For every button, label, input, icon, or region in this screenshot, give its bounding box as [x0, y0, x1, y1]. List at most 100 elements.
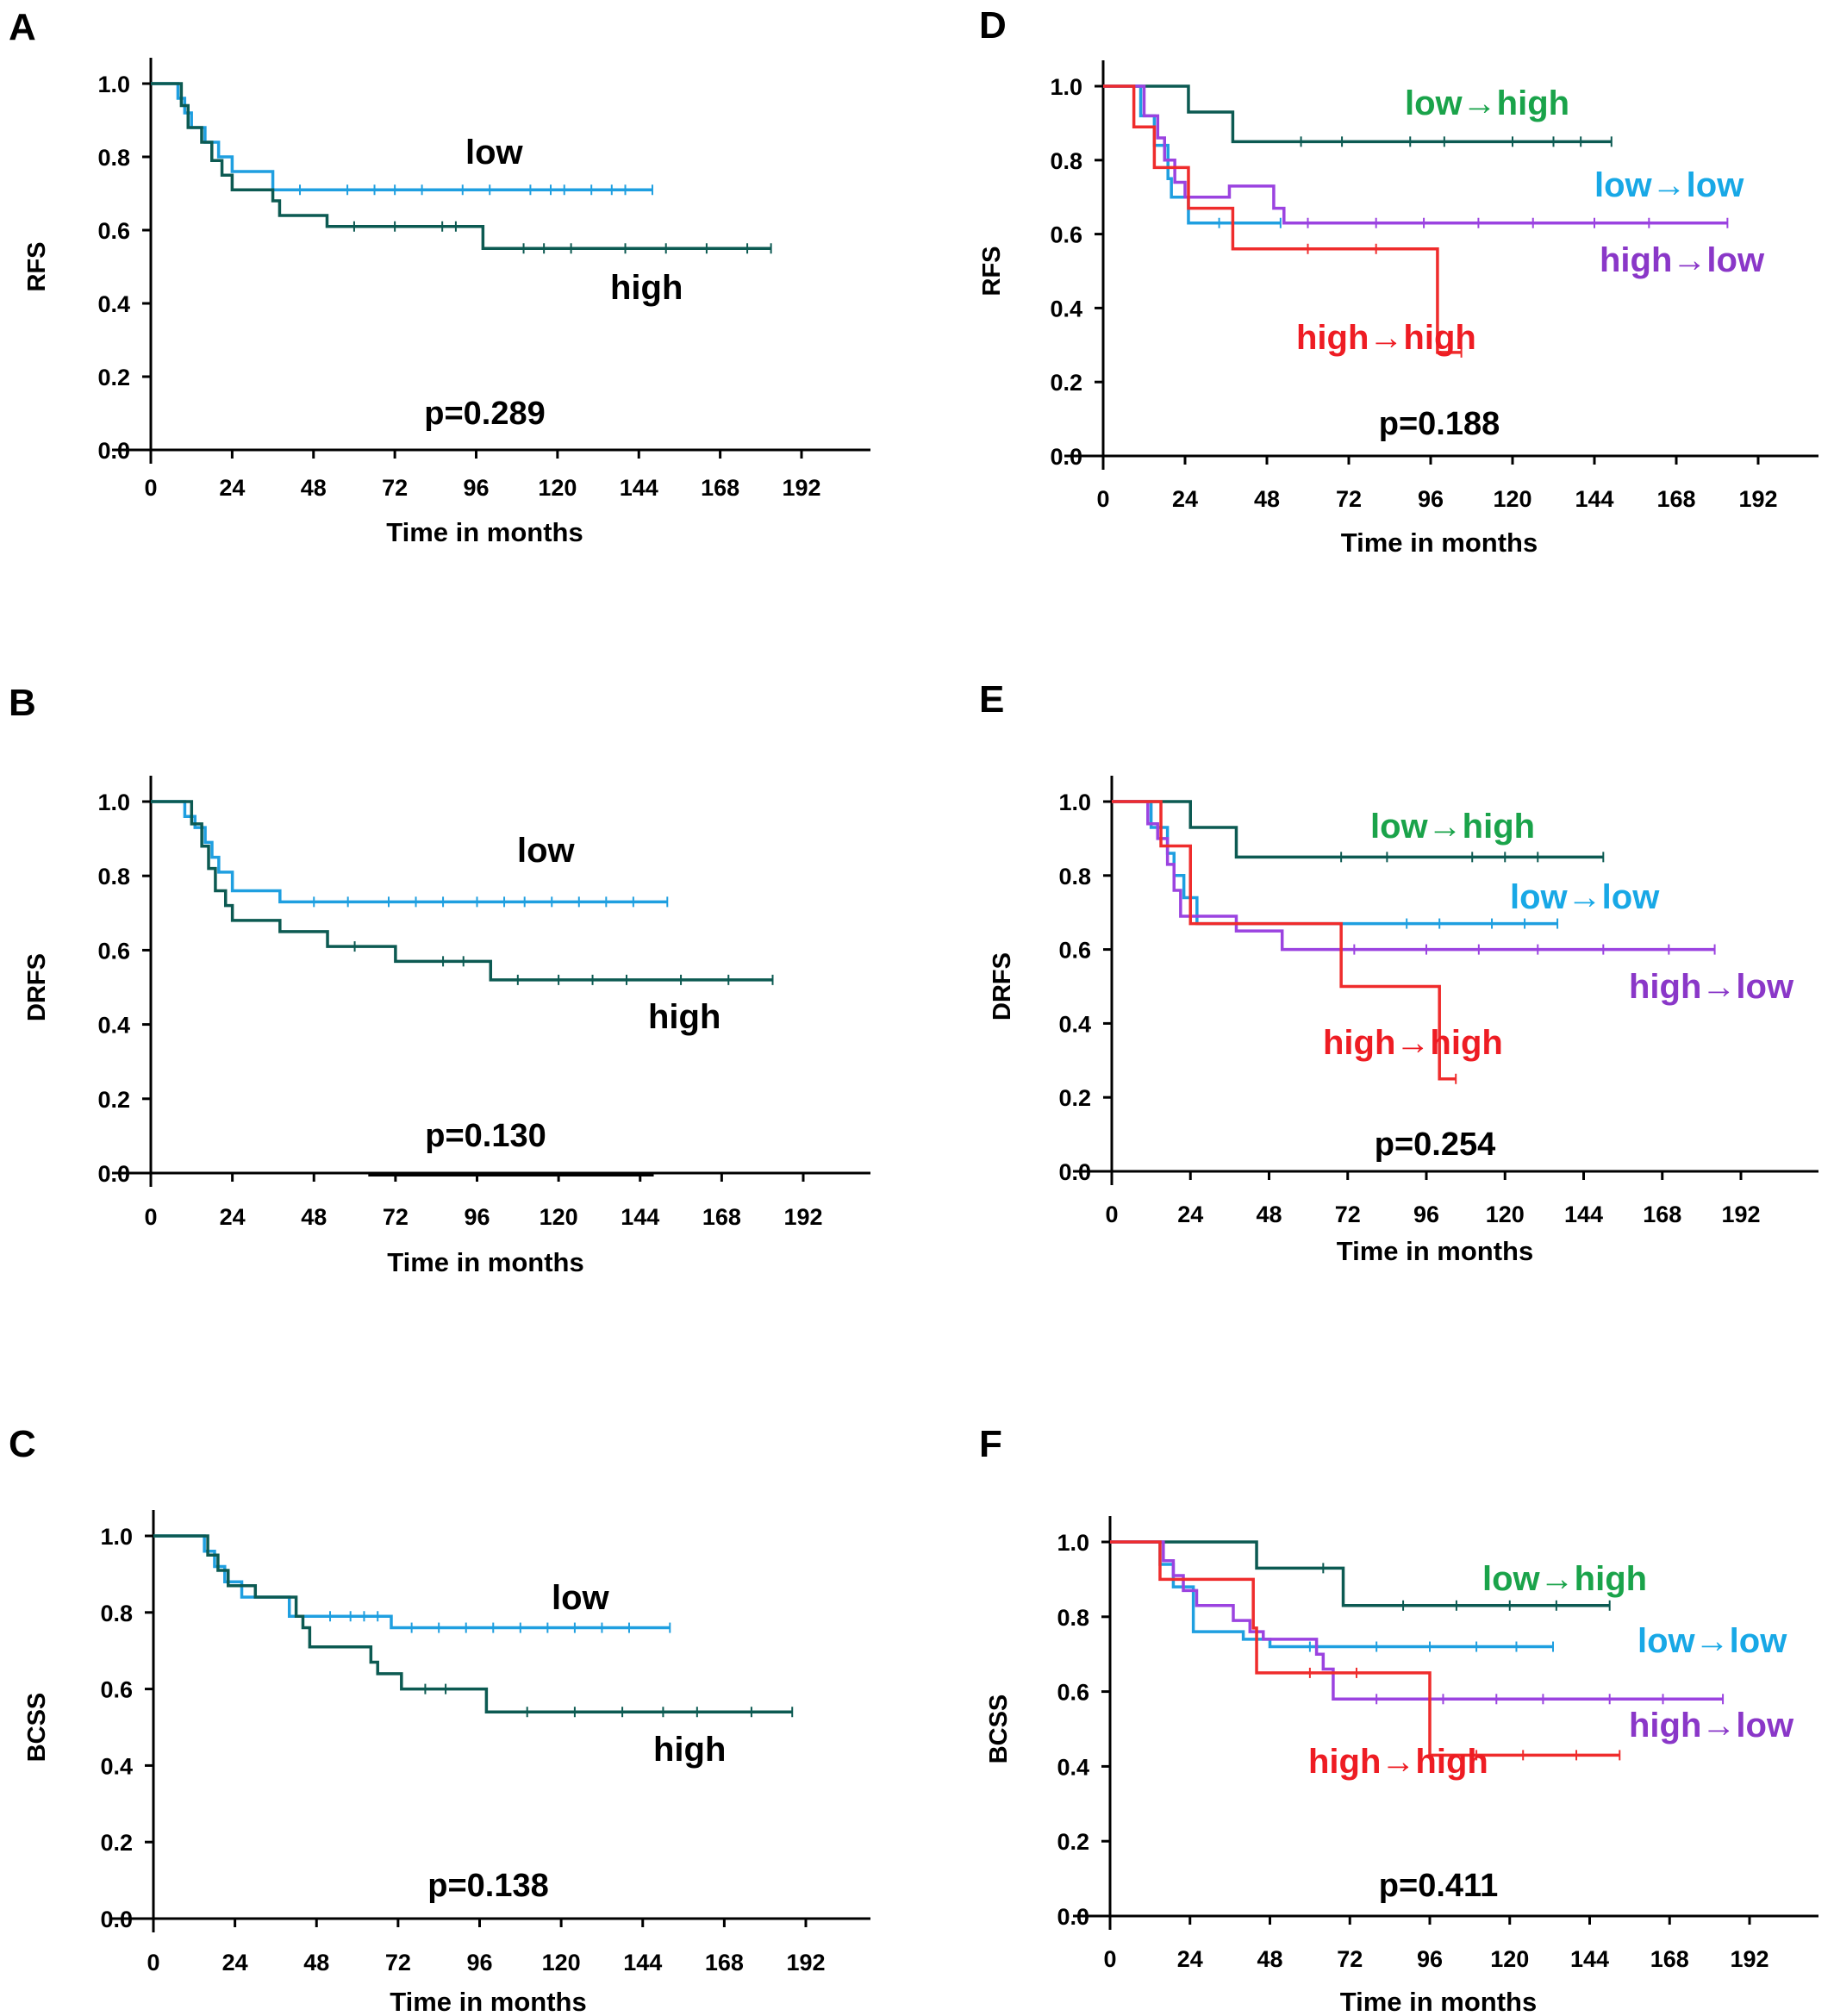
x-tick-label: 0: [144, 475, 157, 501]
panel-e: E 0.0 0.2 0.4 0.6 0.8 1.0 0 24 48 72 96 120 144 168 192…: [979, 678, 1818, 1266]
series-label: high→low: [1600, 241, 1765, 279]
y-tick-label: 0.4: [1057, 1754, 1089, 1780]
x-tick-label: 168: [1650, 1946, 1689, 1972]
x-tick-label: 168: [1656, 486, 1695, 512]
x-tick-label: 72: [382, 475, 408, 501]
series-label: low: [465, 134, 524, 172]
x-tick-label: 120: [538, 475, 577, 501]
y-tick-label: 1.0: [97, 72, 130, 97]
series-label: low→high: [1405, 84, 1569, 122]
x-axis-label: Time in months: [1337, 1236, 1534, 1266]
x-tick-label: 120: [1493, 486, 1531, 512]
y-tick-label: 1.0: [100, 1524, 133, 1550]
y-tick-label: 0.0: [97, 438, 130, 464]
y-tick-label: 0.4: [97, 291, 130, 317]
x-tick-label: 48: [1257, 1946, 1282, 1972]
y-tick-label: 0.8: [97, 864, 130, 889]
y-tick-label: 0.8: [1057, 1605, 1089, 1631]
p-value: p=0.411: [1379, 1868, 1498, 1904]
y-tick-label: 0.0: [1050, 444, 1082, 470]
series-label: low→low: [1638, 1622, 1787, 1660]
y-tick-label: 1.0: [97, 790, 130, 815]
y-tick-label: 0.4: [1050, 296, 1082, 321]
y-tick-label: 0.0: [1057, 1904, 1089, 1930]
series-line-high: [153, 1534, 793, 1713]
y-tick-label: 1.0: [1057, 1530, 1089, 1556]
x-tick-label: 144: [621, 1204, 659, 1230]
y-tick-label: 0.2: [100, 1830, 133, 1856]
x-tick-label: 192: [1730, 1946, 1768, 1972]
y-axis-label: DRFS: [989, 952, 1016, 1020]
y-tick-label: 0.2: [1058, 1085, 1091, 1111]
series-line-high: [151, 800, 773, 982]
y-tick-label: 0.8: [1050, 148, 1082, 174]
y-tick-label: 0.0: [100, 1907, 133, 1932]
x-tick-label: 120: [1490, 1946, 1529, 1972]
panel-d: D 0.0 0.2 0.4 0.6 0.8 1.0 0 24 48 72 96 120 144 168 192…: [978, 4, 1818, 558]
y-tick-label: 0.2: [97, 365, 130, 390]
panel-b: B 0.0 0.2 0.4 0.6 0.8 1.0 0 24 48 72 96 120 144 168 192…: [9, 682, 870, 1277]
series-label: high: [653, 1731, 726, 1769]
series-label: high→low: [1629, 968, 1794, 1006]
x-tick-label: 24: [222, 1950, 248, 1975]
series-line-high-to-high: [1103, 84, 1462, 354]
y-tick-label: 1.0: [1050, 74, 1082, 100]
series-line-high-to-low: [1110, 1540, 1724, 1701]
p-value: p=0.289: [424, 396, 546, 432]
series-line-high-to-low: [1112, 800, 1715, 952]
x-tick-label: 0: [147, 1950, 159, 1975]
x-axis-label: Time in months: [390, 1987, 587, 2016]
panel-letter: B: [9, 682, 36, 724]
y-tick-label: 0.6: [97, 938, 130, 964]
y-tick-label: 0.4: [1058, 1011, 1091, 1037]
series-line-high-to-high: [1110, 1540, 1620, 1757]
x-tick-label: 48: [303, 1950, 329, 1975]
y-tick-label: 0.2: [97, 1087, 130, 1113]
y-tick-label: 0.6: [1050, 222, 1082, 248]
series-label: low: [552, 1579, 610, 1617]
y-axis-label: BCSS: [985, 1695, 1013, 1764]
x-tick-label: 120: [542, 1950, 581, 1975]
p-value: p=0.138: [427, 1868, 549, 1904]
x-tick-label: 72: [1337, 1946, 1363, 1972]
series-line-low-to-high: [1110, 1540, 1610, 1607]
x-tick-label: 0: [1105, 1201, 1118, 1227]
panel-letter: D: [979, 4, 1007, 47]
y-axis-label: DRFS: [23, 953, 51, 1021]
series-label: high→high: [1296, 319, 1476, 357]
p-value: p=0.188: [1379, 406, 1500, 442]
y-tick-label: 0.6: [1058, 938, 1091, 964]
series-line-low: [153, 1534, 671, 1630]
x-tick-label: 192: [1738, 486, 1777, 512]
panel-f: F 0.0 0.2 0.4 0.6 0.8 1.0 0 24 48 72 96 120 144 168 192…: [979, 1423, 1818, 2016]
series-label: high: [648, 998, 720, 1036]
x-tick-label: 72: [1336, 486, 1362, 512]
y-tick-label: 0.2: [1050, 370, 1082, 396]
x-tick-label: 0: [1096, 486, 1109, 512]
x-tick-label: 168: [702, 1204, 741, 1230]
x-tick-label: 96: [1413, 1201, 1439, 1227]
x-tick-label: 96: [464, 1204, 490, 1230]
series-label: low→low: [1594, 166, 1744, 204]
panel-letter: F: [979, 1423, 1002, 1465]
y-tick-label: 0.0: [97, 1161, 130, 1187]
x-tick-label: 0: [144, 1204, 157, 1230]
y-tick-label: 0.6: [1057, 1680, 1089, 1706]
x-axis-label: Time in months: [1340, 1987, 1538, 2016]
x-tick-label: 168: [701, 475, 739, 501]
x-tick-label: 24: [1172, 486, 1198, 512]
x-tick-label: 96: [466, 1950, 492, 1975]
x-axis-label: Time in months: [386, 517, 583, 547]
x-tick-label: 144: [1570, 1946, 1609, 1972]
x-tick-label: 144: [1564, 1201, 1603, 1227]
series-line-low: [151, 800, 668, 904]
p-value: p=0.254: [1375, 1127, 1496, 1163]
y-tick-label: 0.2: [1057, 1829, 1089, 1855]
panel-c: C 0.0 0.2 0.4 0.6 0.8 1.0 0 24 48 72 96 120 144 168 192…: [9, 1423, 870, 2016]
p-value: p=0.130: [425, 1118, 546, 1154]
x-tick-label: 144: [1575, 486, 1613, 512]
y-axis-label: RFS: [23, 242, 51, 292]
x-tick-label: 192: [786, 1950, 825, 1975]
y-tick-label: 1.0: [1058, 790, 1091, 815]
